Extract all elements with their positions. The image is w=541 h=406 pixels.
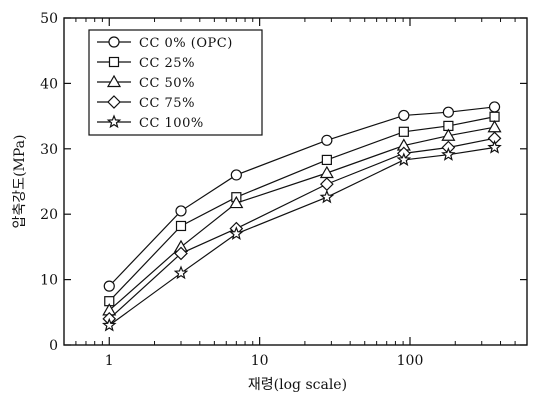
legend-marker xyxy=(108,56,120,68)
data-point xyxy=(398,126,409,137)
legend-label: CC 75% xyxy=(139,96,195,111)
series-line xyxy=(108,116,495,302)
y-tick-label: 40 xyxy=(40,76,58,92)
data-point xyxy=(321,134,333,146)
legend-label: CC 50% xyxy=(139,76,195,91)
axes: 0 10 20 30 40 50 1 10 100 xyxy=(40,11,528,369)
legend: CC 0% (OPC) CC 25% CC 50% CC 75% CC 100% xyxy=(88,29,263,136)
data-point xyxy=(441,128,456,141)
series-4 xyxy=(102,131,502,326)
data-point xyxy=(103,280,115,292)
data-point xyxy=(229,195,244,209)
data-point xyxy=(319,165,334,179)
series-line xyxy=(108,137,495,320)
data-point xyxy=(487,120,502,133)
legend-label: CC 25% xyxy=(139,56,195,71)
data-point xyxy=(488,101,501,113)
y-axis-title: 압축강도(MPa) xyxy=(12,135,28,229)
legend-label: CC 100% xyxy=(139,116,204,131)
y-tick-label: 30 xyxy=(40,142,58,158)
data-point xyxy=(398,109,410,122)
legend-item-5: CC 100% xyxy=(97,114,204,131)
legend-marker xyxy=(108,36,120,48)
plot-frame xyxy=(63,17,528,346)
legend-item-4: CC 75% xyxy=(97,95,195,111)
data-point xyxy=(441,147,456,161)
x-tick-label: 100 xyxy=(397,353,424,369)
data-point xyxy=(442,106,454,118)
data-point xyxy=(320,177,334,191)
legend-item-3: CC 50% xyxy=(97,74,195,91)
data-point xyxy=(230,169,242,181)
series-line xyxy=(108,146,495,326)
data-point xyxy=(175,220,187,232)
data-point xyxy=(174,246,188,261)
data-point xyxy=(487,139,502,154)
x-tick-label: 1 xyxy=(105,353,114,369)
x-tick-label: 10 xyxy=(251,353,269,369)
legend-item-2: CC 25% xyxy=(97,56,195,71)
data-point xyxy=(489,111,500,122)
y-tick-label: 20 xyxy=(40,207,58,223)
data-point xyxy=(173,265,189,280)
data-point xyxy=(321,154,332,166)
legend-marker xyxy=(106,74,122,88)
data-point xyxy=(396,152,412,167)
x-axis-title: 재령(log scale) xyxy=(248,377,347,393)
y-tick-label: 0 xyxy=(49,338,58,354)
data-point xyxy=(319,189,335,204)
legend-marker xyxy=(107,95,121,109)
data-point xyxy=(101,317,117,332)
y-tick-label: 50 xyxy=(40,11,58,27)
series-2 xyxy=(104,111,500,307)
legend-label: CC 0% (OPC) xyxy=(139,36,233,51)
series-5 xyxy=(101,139,502,332)
series-1 xyxy=(103,101,501,292)
y-tick-label: 10 xyxy=(40,273,58,289)
data-point xyxy=(229,226,244,240)
data-point xyxy=(175,205,187,217)
legend-item-1: CC 0% (OPC) xyxy=(97,36,233,51)
series-layer xyxy=(101,101,502,332)
legend-marker xyxy=(106,114,122,129)
